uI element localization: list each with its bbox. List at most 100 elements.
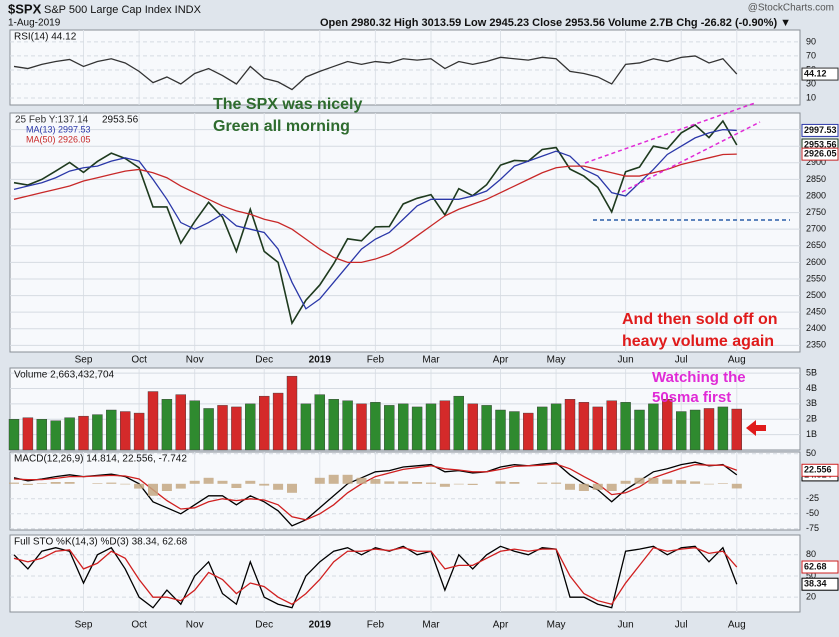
x-tick-label: Oct: [131, 355, 147, 366]
volume-bar: [203, 408, 214, 451]
histogram-bar: [314, 477, 325, 484]
last-value-box: [801, 123, 839, 137]
y-tick-label: 1B: [806, 429, 817, 439]
annotation: heavy volume again: [622, 333, 774, 350]
volume-bar: [175, 394, 187, 451]
x-tick-label: Jun: [618, 620, 634, 631]
histogram-bar: [64, 482, 75, 484]
y-tick-label: 2550: [806, 273, 826, 283]
volume-bar: [286, 375, 298, 451]
price-label: 2953.56: [102, 115, 139, 126]
panel-label: Full STO %K(14,3) %D(3) 38.34, 62.68: [14, 537, 188, 548]
y-tick-label: 2350: [806, 340, 826, 350]
histogram-bar: [606, 483, 617, 491]
histogram-bar: [453, 483, 464, 485]
x-tick-label: Mar: [422, 355, 440, 366]
last-value-box: [801, 147, 839, 161]
volume-bar: [147, 391, 159, 451]
y-tick-label: 2600: [806, 257, 826, 267]
y-tick-label: -75: [806, 523, 819, 533]
volume-bar: [92, 414, 103, 451]
symbol: $SPX: [8, 1, 42, 16]
y-tick-label: -50: [806, 508, 819, 518]
x-tick-label: Jul: [675, 355, 688, 366]
x-tick-label: Oct: [131, 620, 147, 631]
x-tick-label: Sep: [75, 355, 93, 366]
last-value: 44.12: [804, 68, 827, 78]
volume-bar: [300, 403, 312, 451]
y-tick-label: 50: [806, 570, 816, 580]
histogram-bar: [565, 483, 575, 490]
volume-bar: [467, 403, 478, 451]
volume-bar: [189, 400, 200, 451]
annotation: 50sma first: [652, 389, 731, 406]
histogram-bar: [704, 483, 714, 485]
x-tick-label: May: [547, 355, 566, 366]
volume-bar: [537, 406, 548, 451]
x-tick-label: Aug: [728, 620, 746, 631]
volume-bar: [634, 409, 645, 451]
histogram-bar: [134, 483, 145, 489]
volume-bar: [509, 411, 520, 451]
y-tick-label: 50: [806, 448, 816, 458]
histogram-bar: [578, 483, 589, 491]
y-tick-label: 5B: [806, 367, 817, 377]
y-tick-label: 3B: [806, 398, 817, 408]
histogram-bar: [148, 483, 158, 496]
histogram-bar: [217, 480, 228, 484]
series-line: [13, 153, 737, 264]
series-line: [13, 461, 738, 527]
volume-bar: [342, 400, 353, 451]
y-tick-label: 2500: [806, 290, 826, 300]
index-name: S&P 500 Large Cap Index INDX: [44, 4, 202, 16]
histogram-bar: [342, 474, 353, 484]
y-tick-label: 70: [806, 50, 816, 60]
y-tick-label: 80: [806, 549, 816, 559]
volume-bar: [50, 420, 61, 451]
volume-bar: [272, 392, 284, 451]
last-value-box: [801, 463, 839, 477]
volume-bar: [717, 406, 729, 451]
y-tick-label: 2400: [806, 323, 826, 333]
histogram-bar: [551, 482, 562, 484]
channel-line: [621, 121, 761, 193]
volume-bar: [119, 411, 131, 451]
arrow: [746, 420, 766, 436]
y-tick-label: 2900: [806, 157, 826, 167]
panel-label: 25 Feb Y:137.14: [15, 115, 89, 126]
histogram-bar: [189, 480, 200, 484]
histogram-bar: [22, 483, 33, 485]
histogram-bar: [36, 483, 47, 484]
histogram-bar: [426, 482, 436, 484]
histogram-bar: [467, 483, 478, 485]
x-tick-label: Aug: [728, 355, 746, 366]
panel: [9, 29, 801, 106]
volume-bar: [453, 395, 464, 451]
x-tick-label: Nov: [186, 620, 204, 631]
x-tick-label: Nov: [186, 355, 204, 366]
ohlc: Open 2980.32 High 3013.59 Low 2945.23 Cl…: [320, 17, 791, 29]
histogram-bar: [245, 480, 256, 484]
last-value: 2953.56: [804, 139, 837, 149]
volume-bar: [648, 403, 659, 451]
histogram-bar: [175, 483, 186, 489]
x-tick-label: 2019: [309, 355, 332, 366]
histogram-bar: [356, 477, 367, 484]
panel: [9, 451, 801, 531]
volume-bar: [411, 406, 423, 451]
volume-bar: [550, 403, 562, 451]
legend-entry: MA(50) 2926.05: [26, 134, 91, 144]
volume-bar: [662, 399, 673, 451]
volume-bar: [606, 400, 617, 451]
series-line: [13, 546, 738, 605]
histogram-bar: [203, 477, 214, 484]
last-value: 62.68: [804, 561, 827, 571]
y-tick-label: -25: [806, 493, 819, 503]
volume-bar: [314, 394, 325, 451]
histogram-bar: [495, 481, 506, 484]
volume-bar: [161, 399, 173, 451]
volume-bar: [425, 403, 437, 451]
y-tick-label: 20: [806, 592, 816, 602]
volume-bar: [439, 400, 451, 451]
